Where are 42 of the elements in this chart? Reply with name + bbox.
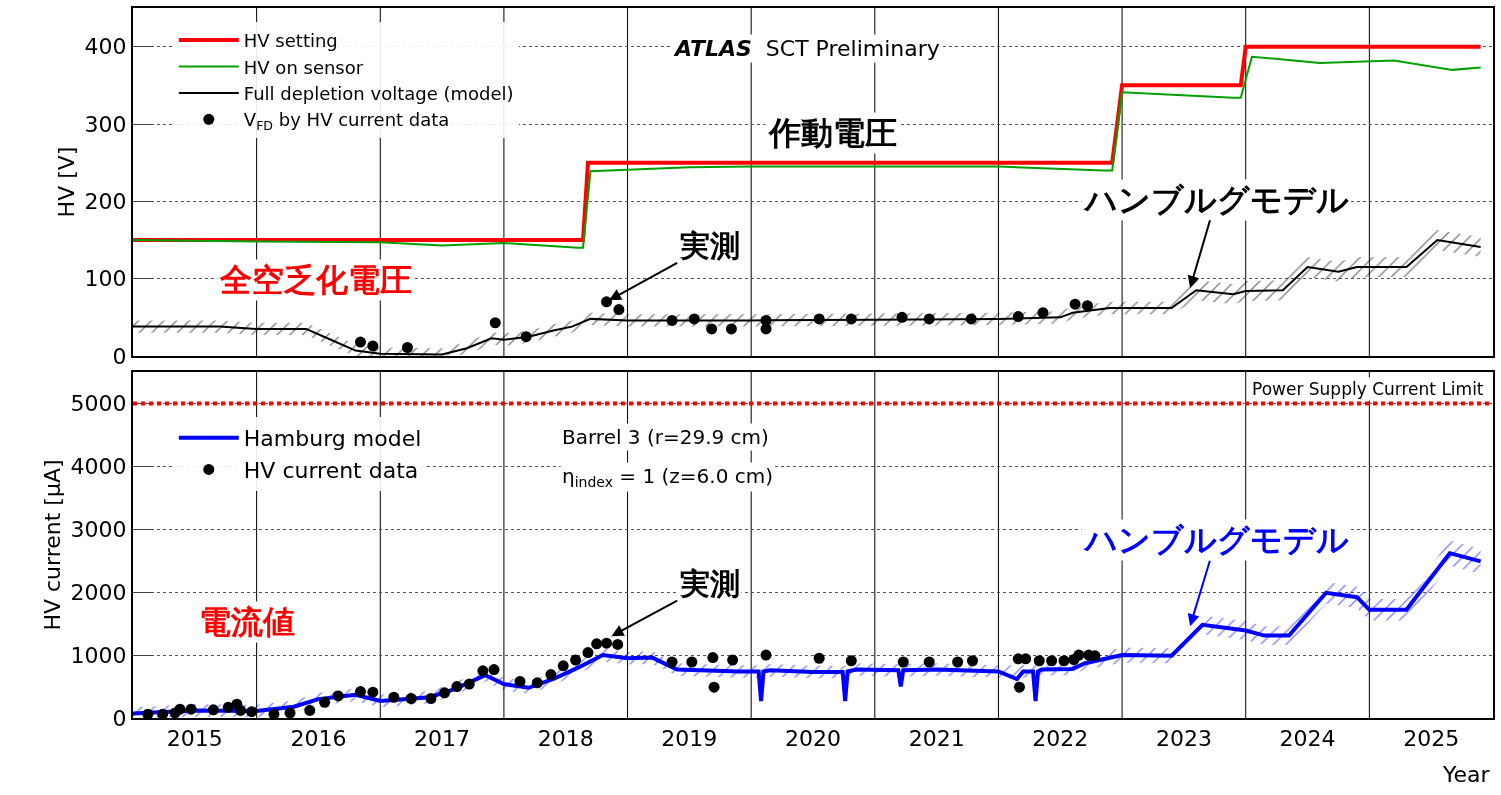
annotation: ATLAS SCT Preliminary <box>673 36 940 61</box>
x-tick-label: 2024 <box>1279 726 1336 752</box>
legend-label: Full depletion voltage (model) <box>243 82 514 104</box>
ref-line-label: Power Supply Current Limit <box>1252 379 1484 399</box>
y-tick-label: 0 <box>112 705 127 731</box>
y-tick-label: 200 <box>84 189 127 215</box>
y-tick-label: 100 <box>84 266 127 292</box>
y-tick-label: 400 <box>84 34 127 60</box>
legend-label: HV current data <box>243 457 419 483</box>
y-tick-label: 4000 <box>70 454 127 480</box>
x-tick-label: 2019 <box>661 726 718 752</box>
x-tick-label: 2018 <box>537 726 594 752</box>
annotation: η$_{index}$ = 1 (z=6.0 cm) <box>562 464 774 491</box>
annotation: 実測 <box>679 228 740 263</box>
x-tick-label: 2025 <box>1403 726 1460 752</box>
annotation: 全空乏化電圧 <box>219 261 412 299</box>
x-tick-label: 2022 <box>1032 726 1089 752</box>
x-tick-label: 2021 <box>908 726 965 752</box>
legend-label: Hamburg model <box>243 426 422 452</box>
annotation: ハンブルグモデル <box>1083 181 1349 219</box>
x-tick-label: 2015 <box>166 726 223 752</box>
y-tick-label: 2000 <box>70 579 127 605</box>
y-tick-label: 300 <box>84 111 127 137</box>
annotation: ハンブルグモデル <box>1083 521 1349 559</box>
x-tick-label: 2023 <box>1155 726 1212 752</box>
y-tick-label: 3000 <box>70 516 127 542</box>
annotation: 作動電圧 <box>767 114 897 152</box>
x-tick-label: 2016 <box>290 726 347 752</box>
y-tick-label: 0 <box>112 343 127 369</box>
y-axis-title: HV current [μA] <box>39 459 65 631</box>
annotation: 電流値 <box>199 603 295 641</box>
legend-label: HV setting <box>243 30 338 52</box>
annotation: Barrel 3 (r=29.9 cm) <box>562 425 769 449</box>
y-tick-label: 5000 <box>70 391 127 417</box>
x-tick-label: 2017 <box>414 726 471 752</box>
legend-label: HV on sensor <box>243 56 364 78</box>
annotation: 実測 <box>679 566 740 601</box>
legend-label: V$_{FD}$ by HV current data <box>243 109 450 134</box>
y-tick-label: 1000 <box>70 642 127 668</box>
x-axis-title: Year <box>1442 762 1491 787</box>
y-axis-title: HV [V] <box>53 146 79 218</box>
x-tick-label: 2020 <box>785 726 841 752</box>
